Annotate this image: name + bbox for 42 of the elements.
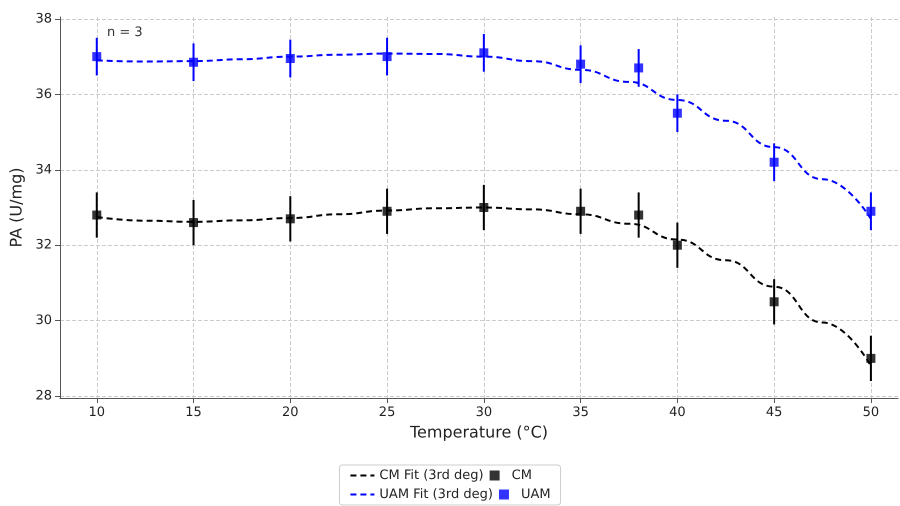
x-tick-label: 45 [766,405,782,420]
annotation: n = 3 [107,25,143,40]
point [672,108,682,118]
point [866,354,876,363]
y-tick-label: 30 [35,313,52,328]
point [479,203,488,212]
point [770,297,779,306]
y-tick-label: 28 [35,388,52,404]
point [634,63,644,72]
point [479,48,488,58]
y-tick-label: 36 [35,86,52,102]
y-tick-label: 38 [35,11,52,26]
x-tick-label: 40 [669,405,686,420]
y-tick-label: 34 [35,162,52,178]
x-tick-label: 15 [185,405,202,420]
y-axis-title: PA (U/mg) [6,168,26,248]
x-tick-label: 35 [572,405,589,420]
point [866,206,876,216]
point [189,58,198,67]
x-tick-label: 20 [282,405,299,420]
point [92,210,102,220]
legend-label: CM [512,468,532,483]
point [382,52,392,62]
point [286,54,295,63]
legend-label: UAM Fit (3rd deg) [379,487,493,502]
legend-label: UAM [520,487,551,502]
x-tick-label: 50 [862,405,880,420]
point [286,214,295,224]
x-tick-label: 10 [88,405,106,420]
point [634,210,644,220]
point [576,206,586,216]
point [382,206,392,216]
point [92,52,102,62]
point [576,60,586,69]
y-tick-label: 32 [35,238,52,253]
point [189,218,198,228]
x-tick-label: 30 [476,405,492,420]
point [770,158,779,167]
x-axis-title: Temperature (°C) [408,422,548,442]
x-tick-label: 25 [378,405,396,420]
point [672,240,682,250]
legend-label: CM Fit (3rd deg) [379,468,484,483]
